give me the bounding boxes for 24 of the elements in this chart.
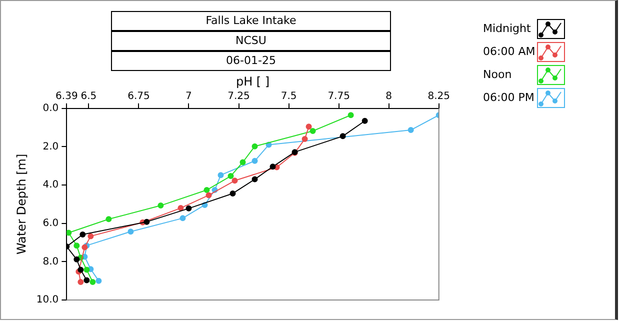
legend-label: Noon bbox=[483, 68, 513, 81]
x-tick-label: 7.25 bbox=[228, 90, 250, 102]
x-tick-label: 7.5 bbox=[280, 90, 297, 102]
y-tick-label: 4.0 bbox=[42, 180, 59, 191]
legend-label: 06:00 PM bbox=[483, 91, 536, 104]
y-axis-title: Water Depth [m] bbox=[14, 154, 28, 255]
chart-subtitle: NCSU bbox=[112, 32, 390, 52]
x-axis-title: pH [ ] bbox=[236, 74, 270, 88]
y-tick-label: 10.0 bbox=[36, 294, 59, 306]
text: 06-01-25 bbox=[225, 53, 277, 69]
x-tick-label: 6.75 bbox=[128, 90, 150, 102]
legend-label: 06:00 AM bbox=[483, 45, 536, 58]
y-tick-label: 2.0 bbox=[42, 141, 59, 152]
y-tick-label: 6.0 bbox=[42, 218, 59, 229]
y-tick-label: 8.0 bbox=[42, 256, 59, 268]
legend-label: Midnight bbox=[483, 22, 532, 35]
x-tick-label: 8.25 bbox=[428, 90, 450, 102]
x-tick-label: 6.39 bbox=[56, 90, 78, 102]
x-tick-label: 7.75 bbox=[328, 90, 350, 102]
x-tick-label: 6.5 bbox=[80, 90, 97, 102]
x-tick-label: 8 bbox=[386, 90, 392, 102]
x-tick-label: 7 bbox=[186, 90, 192, 102]
chart-title: Falls Lake Intake bbox=[112, 12, 390, 32]
y-tick-label: 0.0 bbox=[42, 102, 59, 114]
